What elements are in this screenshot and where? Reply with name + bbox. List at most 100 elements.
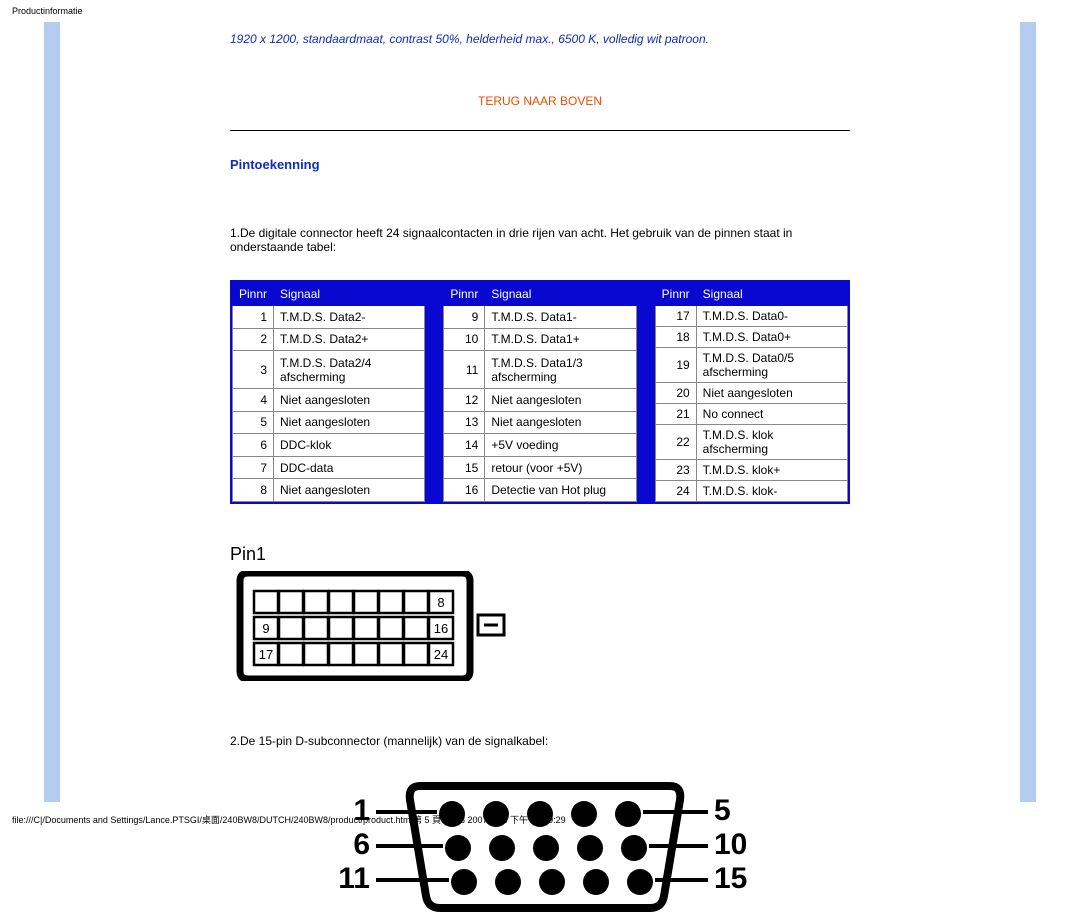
top-note: 1920 x 1200, standaardmaat, contrast 50%… [230, 32, 850, 46]
table-row: 24T.M.D.S. klok- [655, 481, 847, 502]
table-row: 16Detectie van Hot plug [444, 479, 636, 502]
pin-table: PinnrSignaal17T.M.D.S. Data0-18T.M.D.S. … [655, 282, 848, 502]
svg-text:15: 15 [714, 862, 747, 895]
pin-number: 4 [233, 388, 274, 411]
table-row: 6DDC-klok [233, 434, 425, 457]
table-spacer [637, 282, 655, 502]
vga-connector-svg: 161151015 [320, 768, 760, 918]
main-content: 1920 x 1200, standaardmaat, contrast 50%… [60, 22, 1020, 921]
pin-signal: T.M.D.S. klok- [696, 481, 847, 502]
pin-signal: T.M.D.S. Data0- [696, 306, 847, 327]
pin-signal: T.M.D.S. Data2/4 afscherming [274, 351, 425, 389]
pin-signal: DDC-klok [274, 434, 425, 457]
pin-number: 19 [655, 348, 696, 383]
pin-number: 23 [655, 460, 696, 481]
pin-number: 7 [233, 456, 274, 479]
divider [230, 130, 850, 131]
table-row: 5Niet aangesloten [233, 411, 425, 434]
pin-number: 17 [655, 306, 696, 327]
pin-number: 20 [655, 383, 696, 404]
pin-number: 18 [655, 327, 696, 348]
page-header: Productinformatie [12, 6, 83, 16]
col-header-pinnr: Pinnr [233, 283, 274, 306]
svg-text:9: 9 [262, 621, 269, 636]
table-row: 22T.M.D.S. klok afscherming [655, 425, 847, 460]
pin-number: 2 [233, 328, 274, 351]
pin-number: 16 [444, 479, 485, 502]
right-sidebar [1020, 22, 1036, 802]
pin-signal: DDC-data [274, 456, 425, 479]
svg-text:5: 5 [714, 794, 731, 827]
table-row: 23T.M.D.S. klok+ [655, 460, 847, 481]
pin-number: 12 [444, 388, 485, 411]
pin-number: 21 [655, 404, 696, 425]
pin-number: 13 [444, 411, 485, 434]
footer-path: file:///C|/Documents and Settings/Lance.… [12, 813, 566, 826]
table-row: 10T.M.D.S. Data1+ [444, 328, 636, 351]
back-to-top-link[interactable]: TERUG NAAR BOVEN [478, 94, 602, 108]
col-header-signaal: Signaal [696, 283, 847, 306]
pin-number: 15 [444, 456, 485, 479]
table-row: 7DDC-data [233, 456, 425, 479]
pin-number: 5 [233, 411, 274, 434]
pin-number: 14 [444, 434, 485, 457]
pin-signal: Niet aangesloten [274, 388, 425, 411]
pin-signal: T.M.D.S. Data1+ [485, 328, 636, 351]
pin-signal: T.M.D.S. Data0/5 afscherming [696, 348, 847, 383]
pin-signal: Niet aangesloten [485, 388, 636, 411]
pin-signal: Niet aangesloten [274, 479, 425, 502]
svg-text:8: 8 [437, 595, 444, 610]
pin-signal: retour (voor +5V) [485, 456, 636, 479]
svg-text:17: 17 [259, 647, 273, 662]
pin-number: 24 [655, 481, 696, 502]
table-row: 8Niet aangesloten [233, 479, 425, 502]
pin-number: 8 [233, 479, 274, 502]
pin-signal: Niet aangesloten [274, 411, 425, 434]
pin-signal: Niet aangesloten [696, 383, 847, 404]
table-row: 21No connect [655, 404, 847, 425]
pin-number: 1 [233, 306, 274, 329]
svg-text:6: 6 [353, 828, 370, 861]
pin-signal: T.M.D.S. klok afscherming [696, 425, 847, 460]
pin-tables: PinnrSignaal1T.M.D.S. Data2-2T.M.D.S. Da… [230, 280, 850, 504]
pin-signal: Detectie van Hot plug [485, 479, 636, 502]
table-row: 2T.M.D.S. Data2+ [233, 328, 425, 351]
pin-number: 3 [233, 351, 274, 389]
section-heading: Pintoekenning [230, 157, 850, 172]
table-row: 13Niet aangesloten [444, 411, 636, 434]
col-header-pinnr: Pinnr [444, 283, 485, 306]
table-row: 9T.M.D.S. Data1- [444, 306, 636, 329]
pin-table: PinnrSignaal1T.M.D.S. Data2-2T.M.D.S. Da… [232, 282, 425, 502]
table-row: 17T.M.D.S. Data0- [655, 306, 847, 327]
col-header-signaal: Signaal [274, 283, 425, 306]
back-to-top: TERUG NAAR BOVEN [230, 94, 850, 108]
dvi-diagram: Pin1 89161724 [230, 544, 850, 684]
pin-number: 6 [233, 434, 274, 457]
pin-number: 11 [444, 351, 485, 389]
pin-signal: T.M.D.S. Data2+ [274, 328, 425, 351]
pin-signal: T.M.D.S. klok+ [696, 460, 847, 481]
pin-signal: No connect [696, 404, 847, 425]
col-header-signaal: Signaal [485, 283, 636, 306]
table-row: 11T.M.D.S. Data1/3 afscherming [444, 351, 636, 389]
pin-signal: T.M.D.S. Data1/3 afscherming [485, 351, 636, 389]
sub-connector-text: 2.De 15-pin D-subconnector (mannelijk) v… [230, 734, 850, 748]
svg-text:24: 24 [434, 647, 448, 662]
pin-number: 10 [444, 328, 485, 351]
table-row: 14+5V voeding [444, 434, 636, 457]
table-spacer [425, 282, 443, 502]
intro-text: 1.De digitale connector heeft 24 signaal… [230, 226, 850, 254]
pin-number: 9 [444, 306, 485, 329]
dvi-pin1-label: Pin1 [230, 544, 850, 565]
pin-signal: +5V voeding [485, 434, 636, 457]
left-sidebar [44, 22, 60, 802]
table-row: 18T.M.D.S. Data0+ [655, 327, 847, 348]
pin-signal: T.M.D.S. Data0+ [696, 327, 847, 348]
table-row: 20Niet aangesloten [655, 383, 847, 404]
table-row: 4Niet aangesloten [233, 388, 425, 411]
svg-text:11: 11 [338, 862, 370, 895]
pin-signal: Niet aangesloten [485, 411, 636, 434]
table-row: 12Niet aangesloten [444, 388, 636, 411]
pin-signal: T.M.D.S. Data1- [485, 306, 636, 329]
col-header-pinnr: Pinnr [655, 283, 696, 306]
